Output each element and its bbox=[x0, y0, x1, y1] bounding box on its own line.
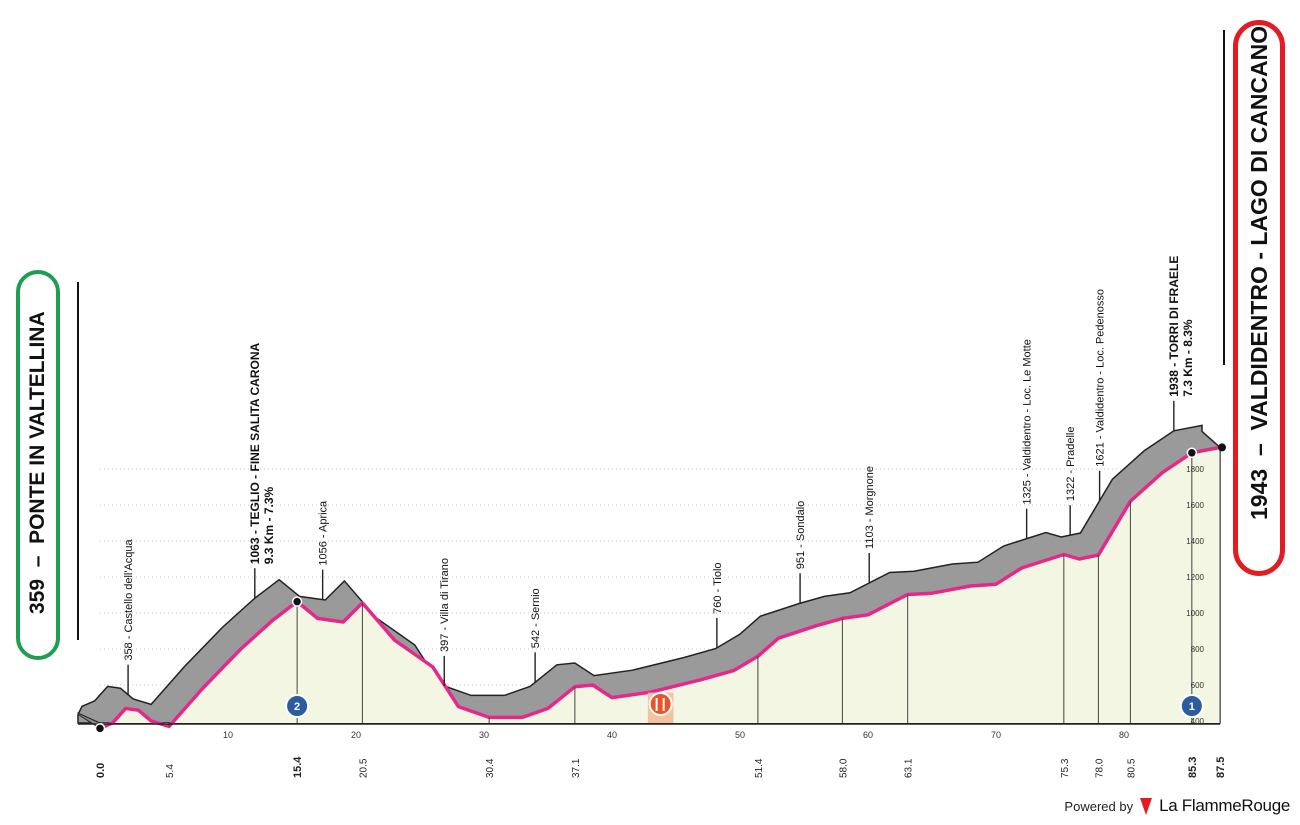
x-tick-label: 60 bbox=[863, 730, 873, 740]
feed-zone-utensils bbox=[655, 698, 665, 711]
start-point bbox=[94, 723, 106, 734]
finish-altitude: 1943 bbox=[1246, 468, 1272, 520]
climb-category-icon bbox=[285, 694, 310, 718]
y-tick-label: 1200 bbox=[1186, 573, 1204, 582]
feed-zone-icon bbox=[648, 692, 673, 716]
climb-category-label: 1 bbox=[1189, 701, 1195, 713]
start-name: PONTE IN VALTELLINA bbox=[26, 311, 49, 544]
waypoint-climb-stats: 7.3 Km - 8.3% bbox=[1181, 319, 1195, 397]
profile-area bbox=[100, 447, 1220, 729]
finish-badge: 1943 – VALDIDENTRO - LAGO DI CANCANO bbox=[1233, 20, 1285, 576]
start-altitude: 359 bbox=[26, 578, 49, 614]
x-tick-label: 10 bbox=[223, 730, 233, 740]
road-line bbox=[99, 445, 1221, 730]
start-label: 359 – PONTE IN VALTELLINA bbox=[26, 311, 49, 614]
x-tick-label: 70 bbox=[991, 730, 1001, 740]
flame-logo-icon bbox=[1140, 798, 1153, 815]
km-marker-label: 51.4 bbox=[754, 758, 765, 778]
climb-summit-point bbox=[291, 596, 303, 607]
brand: Powered by La FlammeRouge bbox=[1064, 795, 1290, 817]
waypoint-label: 1938 - TORRI DI FRAELE bbox=[1167, 256, 1181, 397]
waypoint-label: 1621 - Valdidentro - Loc. Pedenosso bbox=[1095, 289, 1107, 467]
waypoint-label: 1063 - TEGLIO - FINE SALITA CARONA bbox=[248, 343, 262, 565]
km-marker-label: 87.5 bbox=[1215, 757, 1227, 778]
waypoint-label: 951 - Sondalo bbox=[795, 501, 807, 570]
y-tick-label: 1400 bbox=[1186, 537, 1204, 546]
powered-by-text: Powered by bbox=[1064, 798, 1134, 814]
waypoint-label: 542 - Sernio bbox=[530, 588, 542, 648]
waypoint-label: 1103 - Morgnone bbox=[864, 466, 876, 549]
start-badge: 359 – PONTE IN VALTELLINA bbox=[16, 270, 60, 660]
y-tick-label: 1800 bbox=[1186, 465, 1204, 474]
km-marker-label: 80.5 bbox=[1126, 758, 1137, 778]
km-marker-label: 78.0 bbox=[1094, 758, 1105, 778]
waypoint-label: 1325 - Valdidentro - Loc. Le Motte bbox=[1022, 339, 1034, 505]
y-tick-label: 1000 bbox=[1186, 609, 1204, 618]
km-marker-label: 37.1 bbox=[571, 758, 582, 778]
waypoint-label: 397 - Villa di Tirano bbox=[439, 558, 451, 652]
x-tick-label: 30 bbox=[479, 730, 489, 740]
brand-name: La FlammeRouge bbox=[1159, 796, 1290, 815]
km-marker-label: 85.3 bbox=[1187, 757, 1199, 778]
km-marker-label: 5.4 bbox=[165, 764, 176, 778]
y-tick-label: 1600 bbox=[1186, 501, 1204, 510]
waypoint-label: 1322 - Pradelle bbox=[1065, 427, 1077, 502]
km-marker-label: 30.4 bbox=[485, 758, 496, 778]
km-marker-label: 0.0 bbox=[95, 763, 107, 778]
km-marker-label: 58.0 bbox=[838, 758, 849, 778]
waypoint-label: 358 - Castello dell'Acqua bbox=[123, 538, 135, 660]
y-tick-label: 600 bbox=[1191, 681, 1205, 690]
y-tick-label: 800 bbox=[1191, 645, 1205, 654]
km-marker-label: 75.3 bbox=[1060, 758, 1071, 778]
x-tick-label: 20 bbox=[351, 730, 361, 740]
waypoint-label: 1056 - Aprica bbox=[318, 500, 330, 566]
km-marker-label: 15.4 bbox=[292, 756, 304, 778]
km-marker-label: 20.5 bbox=[358, 758, 369, 778]
x-tick-label: 50 bbox=[735, 730, 745, 740]
x-tick-label: 80 bbox=[1119, 730, 1129, 740]
waypoint-label: 760 - Tiolo bbox=[712, 562, 724, 613]
x-tick-label: 40 bbox=[607, 730, 617, 740]
km-marker-label: 63.1 bbox=[904, 758, 915, 778]
climb-summit-point bbox=[1186, 447, 1198, 459]
climb-category-label: 2 bbox=[294, 701, 300, 713]
finish-point bbox=[1218, 443, 1226, 452]
waypoint-climb-stats: 9.3 Km - 7.3% bbox=[262, 487, 276, 565]
finish-label: 1943 – VALDIDENTRO - LAGO DI CANCANO bbox=[1246, 25, 1272, 520]
climb-category-icon bbox=[1179, 694, 1204, 718]
finish-name: VALDIDENTRO - LAGO DI CANCANO bbox=[1246, 25, 1272, 431]
y-tick-label: 400 bbox=[1191, 717, 1205, 726]
